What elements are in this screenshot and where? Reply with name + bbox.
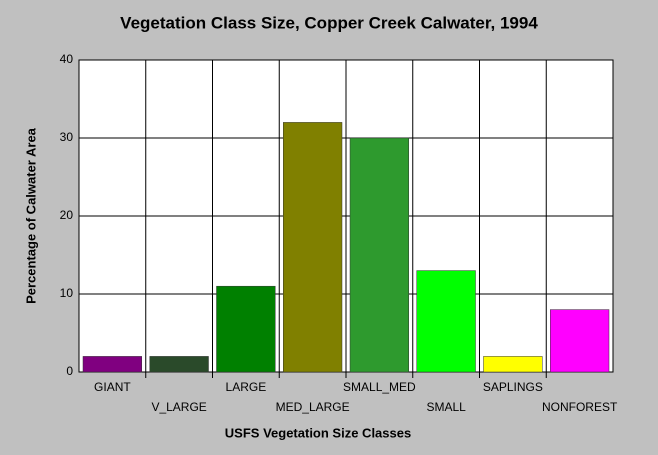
bar — [149, 356, 209, 373]
bar — [483, 356, 543, 373]
bar — [349, 137, 409, 373]
x-tick-label: NONFOREST — [542, 400, 618, 414]
chart-title: Vegetation Class Size, Copper Creek Calw… — [120, 13, 538, 32]
bar — [283, 122, 343, 373]
bar — [216, 285, 276, 373]
y-tick-label: 30 — [60, 130, 74, 144]
x-tick-label: SMALL — [426, 400, 466, 414]
x-tick-label: SAPLINGS — [483, 380, 543, 394]
bar — [82, 356, 142, 373]
x-tick-label: MED_LARGE — [276, 400, 350, 414]
y-tick-label: 10 — [60, 286, 74, 300]
x-axis-title: USFS Vegetation Size Classes — [225, 425, 411, 440]
y-axis-title: Percentage of Calwater Area — [23, 127, 38, 304]
bar — [550, 309, 610, 373]
y-tick-label: 40 — [60, 52, 74, 66]
x-tick-label: V_LARGE — [151, 400, 206, 414]
bar — [416, 270, 476, 373]
x-tick-label: LARGE — [226, 380, 267, 394]
y-tick-label: 0 — [66, 364, 73, 378]
x-tick-label: GIANT — [94, 380, 131, 394]
y-tick-label: 20 — [60, 208, 74, 222]
x-tick-label: SMALL_MED — [343, 380, 416, 394]
